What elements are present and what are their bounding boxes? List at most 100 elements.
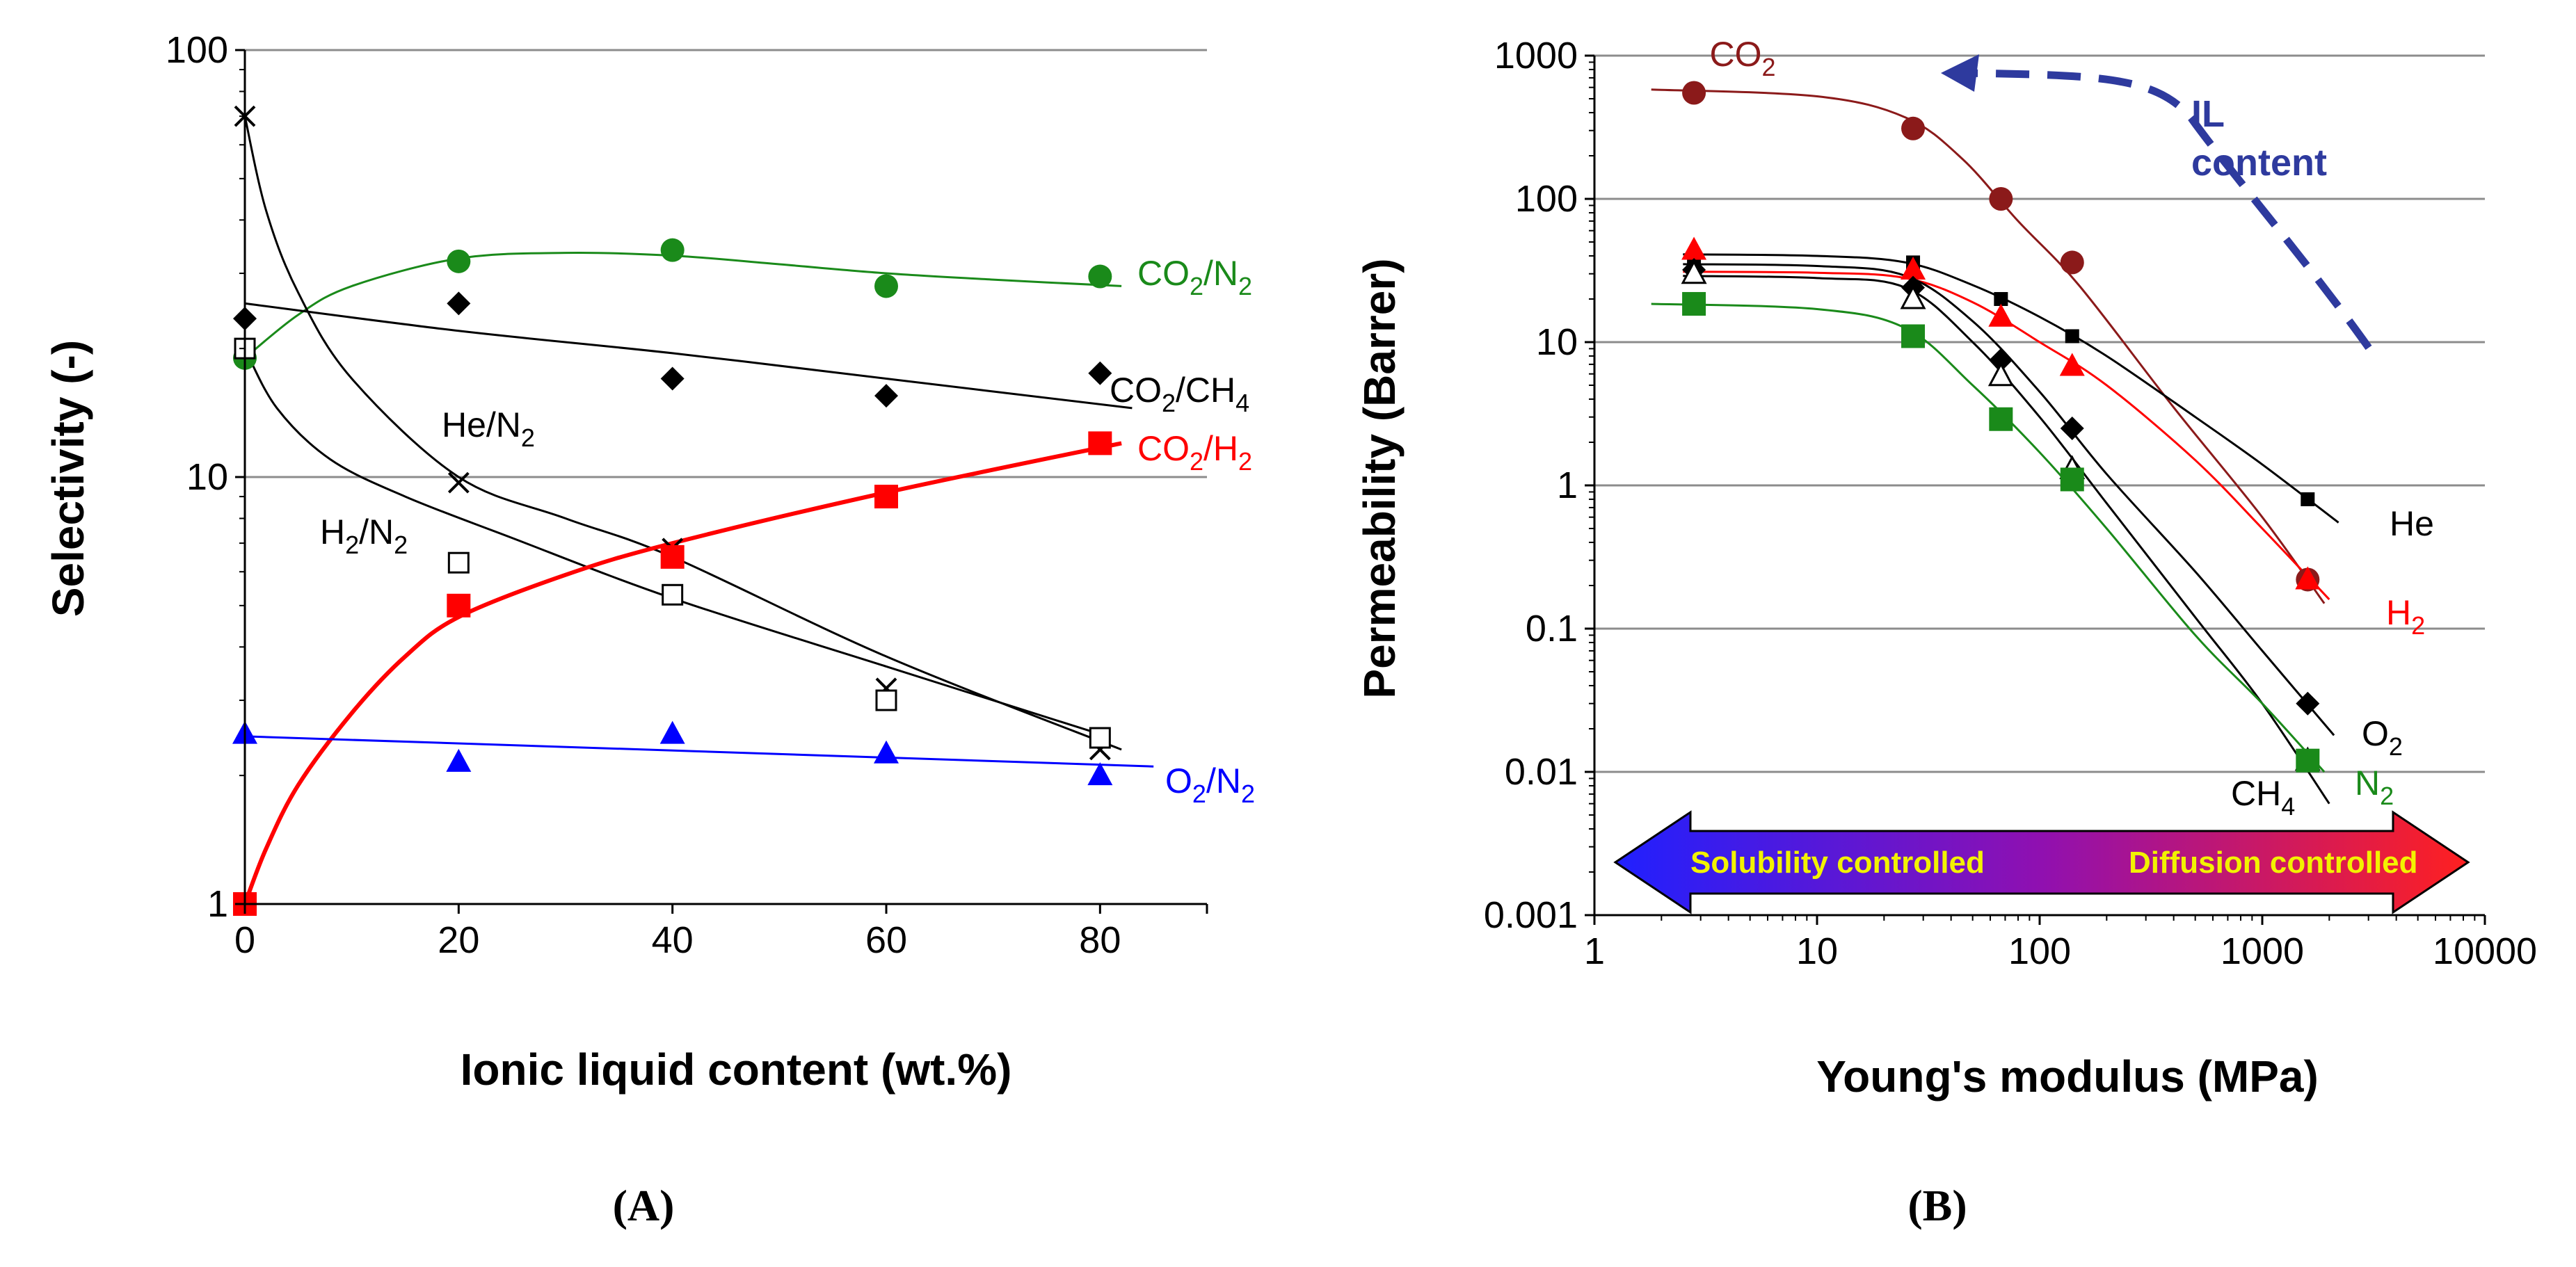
- b-point-he: [2301, 492, 2315, 506]
- panel-a-data-points: [232, 105, 1113, 916]
- a-label-co2-h2: CO2/H2: [1137, 429, 1252, 476]
- b-trend-co2: [1651, 88, 2326, 604]
- a-label-o2-n2-part: 2: [1192, 780, 1206, 808]
- a-x-tick-label: 0: [234, 919, 255, 961]
- a-trend-he-n2: [243, 115, 1122, 751]
- b-y-tick-label: 10: [1536, 321, 1578, 363]
- a-point-h2-n2: [875, 689, 897, 711]
- b-label-o2-part: O: [2362, 714, 2389, 753]
- a-label-h2-n2-part: H: [320, 513, 345, 551]
- b-point-h2: [1988, 303, 2014, 327]
- a-label-co2-h2-part: 2: [1190, 447, 1203, 476]
- a-label-o2-n2-part: O: [1165, 761, 1192, 800]
- b-point-n2: [1989, 407, 2013, 431]
- diffusion-controlled-label: Diffusion controlled: [2129, 846, 2418, 880]
- b-label-he: He: [2390, 504, 2434, 543]
- b-point-he: [2065, 329, 2079, 344]
- a-point-h2-n2: [447, 551, 470, 574]
- a-trend-o2-n2: [244, 735, 1154, 768]
- b-point-h2: [2059, 353, 2085, 376]
- a-trend-co2-n2: [244, 251, 1122, 359]
- b-x-tick-label: 1000: [2221, 930, 2304, 972]
- a-point-co2-n2: [874, 274, 898, 298]
- a-trend-h2-n2: [243, 348, 1101, 736]
- b-point-n2: [2060, 467, 2084, 492]
- panel-b-grid: [1594, 54, 2485, 773]
- a-point-co2-ch4: [1088, 361, 1112, 385]
- panel-b-chart: 0.001 0.01 0.1 1 10 100 1000 1 10 100 1000 10000 CO…: [1354, 35, 2537, 1230]
- a-point-co2-n2: [447, 249, 471, 273]
- b-y-tick-label: 1000: [1494, 35, 1578, 76]
- b-point-ch4: [1900, 284, 1926, 309]
- b-point-ch4: [1987, 362, 2014, 387]
- b-label-h2-part: H: [2386, 593, 2411, 632]
- a-point-o2-n2: [1087, 762, 1113, 786]
- a-point-co2-ch4: [447, 291, 471, 316]
- b-point-h2: [1901, 256, 1926, 280]
- a-label-co2-h2-part: /H: [1203, 429, 1238, 468]
- a-label-co2-n2-part: CO: [1137, 254, 1190, 293]
- b-point-co2: [1682, 81, 1706, 105]
- b-x-tick-label: 100: [2008, 930, 2071, 972]
- a-point-he-n2: [447, 471, 470, 494]
- a-label-h2-n2: H2/N2: [320, 513, 408, 559]
- b-point-o2: [2296, 691, 2320, 716]
- b-point-n2: [2296, 748, 2320, 773]
- b-y-tick-label: 0.01: [1505, 751, 1578, 793]
- panel-a-y-axis-title: Selectivity (-): [43, 340, 93, 617]
- a-y-tick-label: 10: [186, 456, 228, 498]
- b-point-h2: [2295, 566, 2321, 590]
- b-trend-ch4: [1683, 275, 2330, 805]
- a-point-co2-ch4: [874, 384, 898, 408]
- a-label-h2-n2-part: /N: [359, 513, 394, 551]
- b-trend-he: [1683, 253, 2339, 524]
- b-point-h2: [1681, 236, 1707, 260]
- a-point-co2-n2: [660, 238, 685, 262]
- b-y-tick-label: 100: [1515, 178, 1578, 220]
- b-trend-o2: [1683, 263, 2335, 736]
- b-point-co2: [1989, 187, 2013, 211]
- a-label-h2-n2-part: 2: [394, 531, 408, 559]
- a-label-o2-n2: O2/N2: [1165, 761, 1255, 808]
- solubility-controlled-label: Solubility controlled: [1690, 846, 1985, 880]
- a-label-co2-h2-part: 2: [1238, 447, 1252, 476]
- a-trend-co2-ch4: [244, 302, 1133, 410]
- panel-b-tick-labels: 0.001 0.01 0.1 1 10 100 1000 1 10 100 1000 10000: [1484, 35, 2537, 972]
- panel-a-tick-labels: 1 10 100 0 20 40 60 80: [166, 29, 1121, 961]
- panel-b-y-axis-title: Permeability (Barrer): [1354, 258, 1405, 698]
- il-content-label-line2: content: [2191, 142, 2327, 184]
- b-label-he-part: He: [2390, 504, 2434, 543]
- a-y-tick-label: 1: [207, 883, 228, 925]
- a-point-co2-h2: [874, 485, 898, 509]
- b-point-ch4: [1681, 259, 1707, 284]
- a-x-tick-label: 20: [438, 919, 479, 961]
- a-label-co2-h2-part: CO: [1137, 429, 1190, 468]
- b-label-co2-part: CO: [1709, 35, 1761, 74]
- panel-a-grid: [245, 49, 1207, 478]
- il-content-label-line1: IL: [2191, 93, 2225, 135]
- b-label-ch4: CH4: [2231, 774, 2295, 821]
- a-label-co2-ch4-part: /CH: [1176, 371, 1235, 410]
- solubility-diffusion-band: [1613, 810, 2470, 914]
- b-x-tick-label: 10000: [2433, 930, 2537, 972]
- a-point-h2-n2: [662, 583, 684, 606]
- a-point-co2-h2: [1088, 431, 1112, 455]
- panel-a-label: (A): [613, 1181, 675, 1230]
- a-label-co2-n2-part: 2: [1190, 272, 1203, 300]
- panel-b-data-points: [1681, 81, 2321, 773]
- panel-b-label: (B): [1907, 1181, 1967, 1230]
- a-point-co2-h2: [660, 544, 685, 569]
- panel-b-x-axis-title: Young's modulus (MPa): [1816, 1051, 2319, 1101]
- b-label-co2: CO2: [1709, 35, 1775, 81]
- b-point-o2: [2060, 417, 2084, 441]
- b-y-tick-label: 1: [1557, 465, 1578, 506]
- il-content-arrow: [1961, 69, 2372, 350]
- a-label-co2-ch4-part: CO: [1110, 371, 1162, 410]
- panel-a-x-axis-title: Ionic liquid content (wt.%): [461, 1044, 1012, 1095]
- a-label-co2-n2: CO2/N2: [1137, 254, 1252, 300]
- a-label-he-n2-part: 2: [521, 423, 535, 452]
- b-label-h2-part: 2: [2411, 611, 2425, 640]
- b-point-n2: [1682, 291, 1706, 316]
- b-label-ch4-part: 4: [2281, 792, 2295, 821]
